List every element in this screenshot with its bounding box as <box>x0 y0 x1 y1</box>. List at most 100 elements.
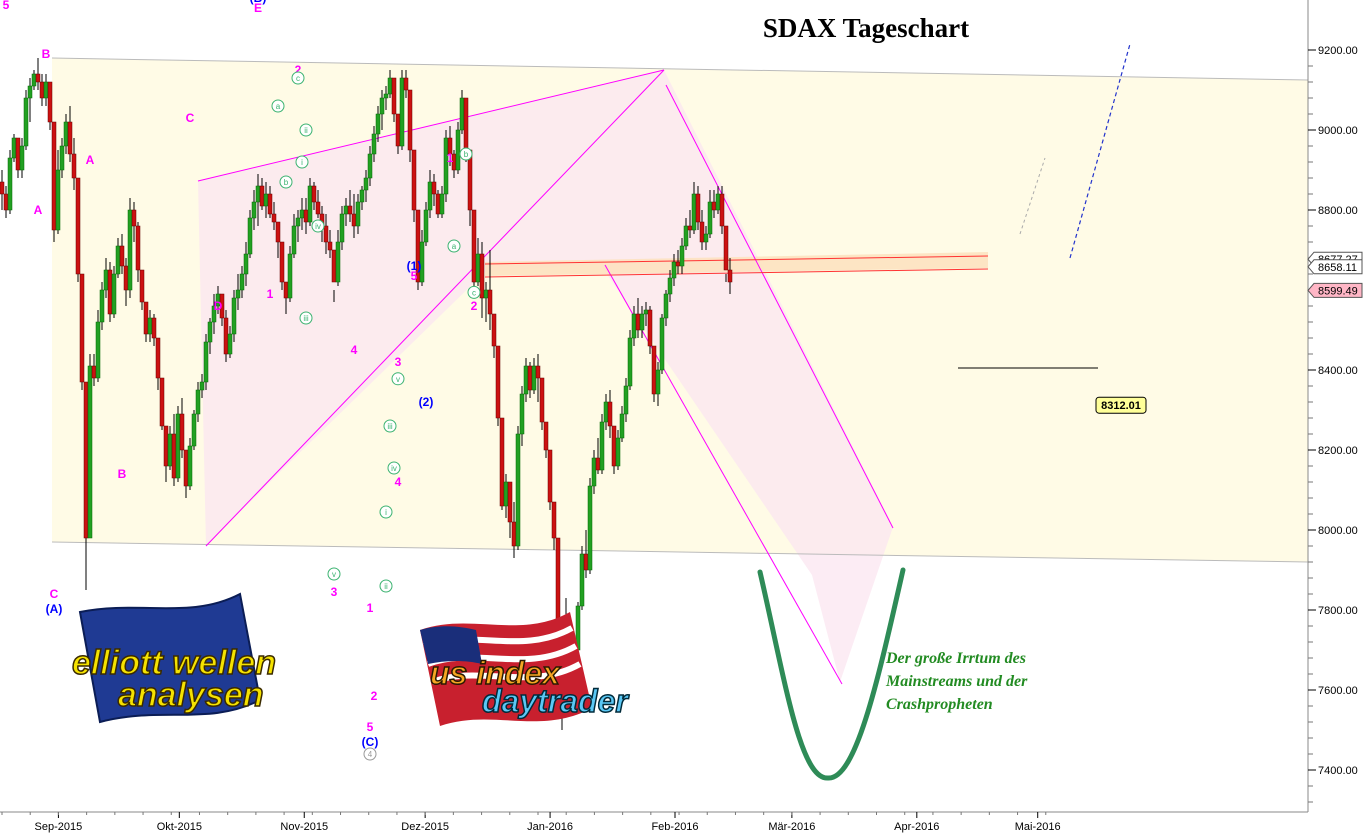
candle <box>223 310 229 362</box>
candle-body <box>695 193 701 223</box>
candle <box>695 186 701 230</box>
candle-body <box>359 189 365 203</box>
candle <box>599 414 605 474</box>
candle <box>363 170 369 202</box>
candle-body <box>87 365 93 539</box>
candle <box>107 262 113 322</box>
price-tag-label: 8658.11 <box>1318 262 1357 274</box>
candle <box>203 334 209 390</box>
candle-body <box>303 209 309 223</box>
candle <box>499 417 505 510</box>
wave-label: (C) <box>362 735 379 749</box>
candle-body <box>103 269 109 291</box>
candle-body <box>91 365 97 379</box>
candle-body <box>703 233 709 243</box>
candle-body <box>7 157 13 211</box>
candle-body <box>595 457 601 471</box>
candle-body <box>331 249 337 283</box>
candle-body <box>31 73 37 87</box>
wave-label: c <box>472 288 476 297</box>
candle <box>71 138 77 190</box>
candle <box>439 186 445 218</box>
candle-body <box>147 317 153 335</box>
time-tick-label: Mär-2016 <box>768 821 815 833</box>
wave-label: 5 <box>367 720 374 734</box>
low-price-box <box>1095 396 1147 414</box>
candle-body <box>295 217 301 227</box>
candle <box>79 273 85 390</box>
candle-body <box>543 421 549 451</box>
candle <box>479 242 485 318</box>
candle-body <box>479 253 485 299</box>
candle-body <box>527 365 533 391</box>
wave-label: iii <box>303 314 309 323</box>
wave-label: iv <box>391 464 397 473</box>
time-tick-label: Mai-2016 <box>1015 821 1061 833</box>
wave-label: i <box>301 158 303 167</box>
wave-label: i <box>385 508 387 517</box>
candle <box>539 377 545 430</box>
candle-body <box>507 481 513 523</box>
candle-body <box>683 225 689 247</box>
candle-body <box>167 433 173 467</box>
candle-body <box>175 413 181 479</box>
candle <box>367 146 373 186</box>
candle-body <box>391 77 397 115</box>
candle-body <box>687 225 693 231</box>
candle <box>47 81 53 130</box>
wave-label: v <box>332 570 336 579</box>
candle-body <box>27 85 33 99</box>
candle-body <box>119 245 125 267</box>
candle-body <box>291 225 297 255</box>
candle-body <box>67 121 73 155</box>
candle-body <box>183 449 189 487</box>
candle <box>111 266 117 318</box>
candle <box>719 186 725 234</box>
wave-label: 2 <box>295 63 302 77</box>
candle <box>607 390 613 438</box>
low-price-label: 8312.01 <box>1101 400 1141 412</box>
candle-body <box>495 345 501 419</box>
candle <box>235 274 241 310</box>
wave-label: 3 <box>331 585 338 599</box>
candle <box>51 121 57 242</box>
wave-label: C <box>186 111 195 125</box>
wave-circle <box>383 419 397 433</box>
candle <box>495 345 501 426</box>
candle-body <box>79 273 85 383</box>
candle-body <box>55 169 61 231</box>
wave-circle <box>379 505 393 519</box>
candle <box>707 190 713 238</box>
price-tick-label: 8800.00 <box>1318 205 1358 217</box>
candle <box>679 238 685 274</box>
wave-circle <box>447 239 461 253</box>
wave-circle <box>327 567 341 581</box>
candle-body <box>191 413 197 447</box>
wave-label: b <box>464 150 469 159</box>
candle <box>591 450 597 494</box>
time-tick-label: Nov-2015 <box>280 821 328 833</box>
candle-body <box>39 81 45 99</box>
wave-circle <box>299 311 313 325</box>
wave-circle <box>311 219 325 233</box>
candle <box>359 186 365 210</box>
time-tick-label: Okt-2015 <box>157 821 202 833</box>
time-tick-label: Apr-2016 <box>894 821 939 833</box>
candle-body <box>599 421 605 471</box>
wave-label: 4 <box>351 343 358 357</box>
candle-body <box>587 485 593 571</box>
candle-body <box>227 333 233 355</box>
candle <box>315 190 321 218</box>
wave-label: B <box>118 467 127 481</box>
triangle-lower-line <box>205 69 665 547</box>
candle <box>59 138 65 178</box>
candle-body <box>143 301 149 335</box>
candle <box>403 70 409 98</box>
candle <box>191 410 197 450</box>
time-tick-label: Jan-2016 <box>527 821 573 833</box>
wave-label: ii <box>304 126 308 135</box>
candle-body <box>11 137 17 159</box>
candle-body <box>671 261 677 279</box>
candle <box>407 89 413 162</box>
candle <box>699 210 705 250</box>
